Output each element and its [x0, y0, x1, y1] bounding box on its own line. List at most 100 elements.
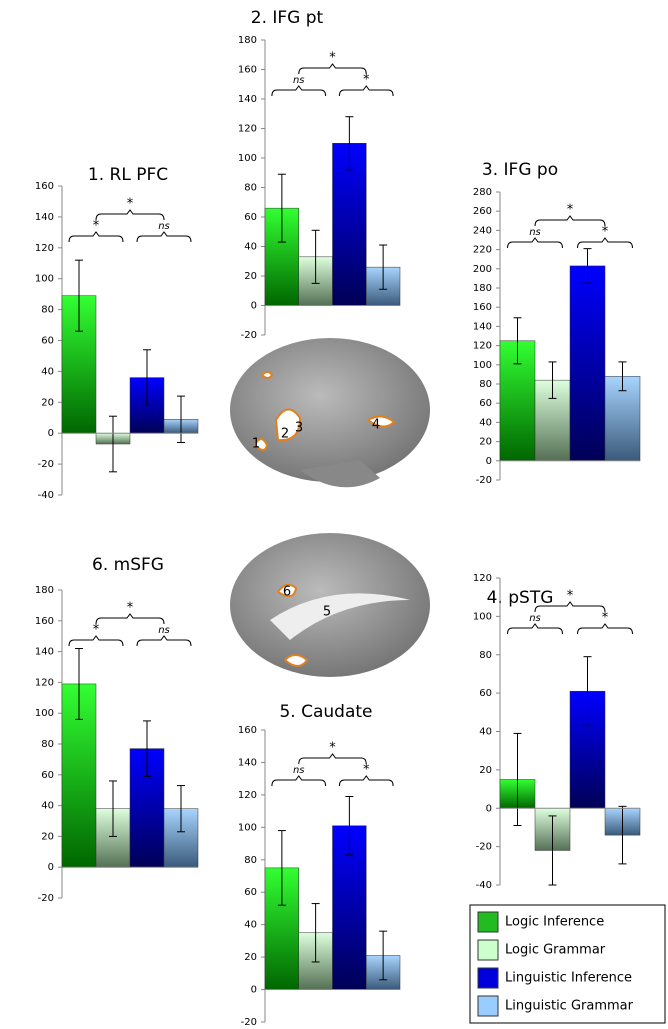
y-tick-label: 100 [473, 360, 492, 371]
legend-label: Logic Grammar [505, 943, 606, 958]
chart-title: 5. Caudate [279, 702, 372, 722]
y-tick-label: 80 [244, 183, 257, 194]
annotation: ns [293, 75, 305, 86]
bracket [534, 601, 606, 613]
y-tick-label: 80 [479, 379, 492, 390]
y-tick-label: 0 [251, 301, 257, 312]
y-tick-label: 100 [35, 274, 54, 285]
y-tick-label: 20 [41, 397, 54, 408]
legend-swatch [477, 939, 499, 961]
y-tick-label: 100 [473, 611, 492, 622]
chart-title: 1. RL PFC [88, 165, 168, 185]
y-tick-label: 100 [238, 822, 257, 833]
chart-title: 6. mSFG [92, 555, 164, 575]
chart-title: 4. pSTG [487, 588, 554, 608]
y-tick-label: -20 [38, 459, 54, 470]
y-tick-label: 260 [473, 206, 492, 217]
y-tick-label: 0 [251, 985, 257, 996]
brain-label: 4 [372, 418, 380, 433]
bracket [577, 237, 633, 249]
y-tick-label: 140 [238, 94, 257, 105]
annotation: * [363, 763, 370, 778]
annotation: * [329, 51, 336, 66]
y-tick-label: 220 [473, 245, 492, 256]
y-tick-label: 160 [35, 616, 54, 627]
brain-label: 3 [295, 421, 303, 436]
y-tick-label: -20 [476, 842, 492, 853]
y-tick-label: 60 [244, 212, 257, 223]
y-tick-label: 0 [486, 456, 492, 467]
y-tick-label: 200 [473, 264, 492, 275]
bracket [298, 753, 367, 765]
y-tick-label: 60 [479, 688, 492, 699]
y-tick-label: 140 [238, 757, 257, 768]
y-tick-label: 40 [479, 727, 492, 738]
y-tick-label: 180 [473, 283, 492, 294]
y-tick-label: 20 [479, 437, 492, 448]
legend-label: Logic Inference [505, 915, 604, 930]
annotation: * [127, 601, 134, 616]
y-tick-label: 120 [473, 341, 492, 352]
y-tick-label: 60 [244, 887, 257, 898]
bracket [68, 635, 124, 647]
legend-swatch [477, 995, 499, 1017]
y-tick-label: -40 [476, 880, 492, 891]
brain-medial [230, 533, 430, 677]
y-tick-label: 60 [41, 770, 54, 781]
bracket [95, 209, 165, 221]
y-tick-label: 0 [48, 862, 54, 873]
y-tick-label: 140 [473, 321, 492, 332]
y-tick-label: -20 [38, 893, 54, 904]
bracket [577, 623, 633, 635]
annotation: ns [529, 227, 541, 238]
y-tick-label: 180 [238, 35, 257, 46]
y-tick-label: 60 [41, 336, 54, 347]
chart-title: 2. IFG pt [251, 8, 324, 28]
bracket [68, 231, 124, 243]
bracket [136, 635, 192, 647]
bracket [136, 231, 192, 243]
y-tick-label: 160 [238, 65, 257, 76]
bracket [507, 623, 563, 635]
y-tick-label: 20 [41, 831, 54, 842]
annotation: * [93, 623, 100, 638]
y-tick-label: -20 [241, 330, 257, 341]
bracket [271, 85, 327, 97]
y-tick-label: 120 [238, 790, 257, 801]
y-tick-label: 80 [479, 650, 492, 661]
y-tick-label: 160 [35, 181, 54, 192]
brain-label: 1 [252, 437, 260, 452]
brain-label: 2 [281, 427, 289, 442]
y-tick-label: 280 [473, 187, 492, 198]
annotation: * [602, 611, 609, 626]
legend-label: Linguistic Inference [505, 971, 632, 986]
y-tick-label: 40 [244, 920, 257, 931]
bracket [271, 775, 327, 787]
y-tick-label: 160 [473, 302, 492, 313]
annotation: ns [529, 613, 541, 624]
brain-label: 6 [283, 585, 291, 600]
legend-box [469, 904, 666, 1024]
bracket [338, 85, 394, 97]
y-tick-label: -20 [476, 475, 492, 486]
y-tick-label: 240 [473, 225, 492, 236]
bar [569, 265, 606, 462]
y-tick-label: 120 [238, 124, 257, 135]
bracket [507, 237, 563, 249]
y-tick-label: 40 [41, 366, 54, 377]
y-tick-label: 40 [41, 801, 54, 812]
y-tick-label: 120 [473, 573, 492, 584]
y-tick-label: 60 [479, 398, 492, 409]
y-tick-label: -40 [38, 490, 54, 501]
annotation: * [93, 219, 100, 234]
y-tick-label: 180 [35, 585, 54, 596]
y-tick-label: 0 [486, 803, 492, 814]
brain-lateral [230, 338, 430, 488]
y-tick-label: 160 [238, 725, 257, 736]
chart-title: 3. IFG po [482, 160, 558, 180]
brain-label: 5 [323, 605, 331, 620]
annotation: * [329, 741, 336, 756]
legend-swatch [477, 911, 499, 933]
bracket [534, 215, 606, 227]
